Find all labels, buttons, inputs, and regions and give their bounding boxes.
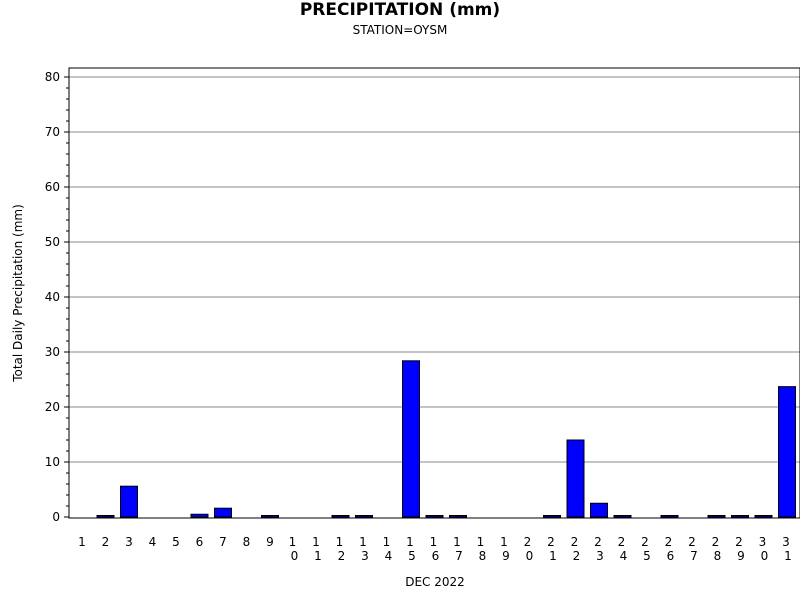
plot-frame	[68, 67, 800, 519]
x-tick-label: 4	[149, 535, 157, 549]
x-tick-label: 2	[102, 535, 110, 549]
bar-day-22	[566, 439, 585, 518]
x-tick-label: 6	[196, 535, 204, 549]
bar-day-17	[449, 515, 467, 518]
x-tick-label: 5	[172, 535, 180, 549]
bar-day-6	[190, 513, 209, 518]
x-tick-label: 3	[125, 535, 133, 549]
x-tick-label: 1	[78, 535, 86, 549]
y-tick-label: 80	[45, 70, 60, 84]
bar-day-28	[707, 515, 726, 518]
x-tick-label: 9	[266, 535, 274, 549]
y-tick-label: 60	[45, 180, 60, 194]
bar-day-16	[425, 515, 444, 518]
chart-subtitle: STATION=OYSM	[352, 23, 448, 37]
bar-day-15	[402, 360, 420, 518]
bar-day-3	[120, 485, 138, 518]
x-axis-label: DEC 2022	[405, 575, 465, 589]
bars	[96, 360, 796, 518]
y-tick-label: 70	[45, 125, 60, 139]
bar-day-7	[214, 507, 232, 518]
y-tick-label: 10	[45, 455, 60, 469]
bar-day-30	[754, 515, 773, 518]
x-tick-label: 7	[219, 535, 227, 549]
bar-day-23	[590, 502, 608, 518]
bar-day-26	[660, 515, 679, 518]
bar-day-2	[96, 515, 115, 518]
bar-day-13	[355, 515, 373, 518]
y-tick-label: 50	[45, 235, 60, 249]
bar-day-12	[331, 515, 350, 518]
y-tick-label: 20	[45, 400, 60, 414]
y-tick-label: 30	[45, 345, 60, 359]
bar-day-31	[778, 386, 796, 518]
y-tick-label: 40	[45, 290, 60, 304]
grid-lines	[69, 76, 800, 463]
bar-day-29	[731, 515, 749, 518]
bar-day-21	[543, 515, 561, 518]
x-tick-label: 8	[243, 535, 251, 549]
y-axis-ticks: 0 10 20 30 40 50 60 70 80	[45, 70, 69, 524]
bar-day-24	[613, 515, 632, 518]
x-axis-ticks: 1 2 3 4 5 6 7 8 9 1 01 11 21 31 41 51 61 71 81 92 02 12 22 32 42…	[78, 535, 792, 563]
y-tick-label: 0	[52, 510, 60, 524]
chart-title: PRECIPITATION (mm)	[299, 0, 501, 20]
bar-day-9	[261, 515, 279, 518]
y-axis-label: Total Daily Precipitation (mm)	[11, 204, 25, 383]
